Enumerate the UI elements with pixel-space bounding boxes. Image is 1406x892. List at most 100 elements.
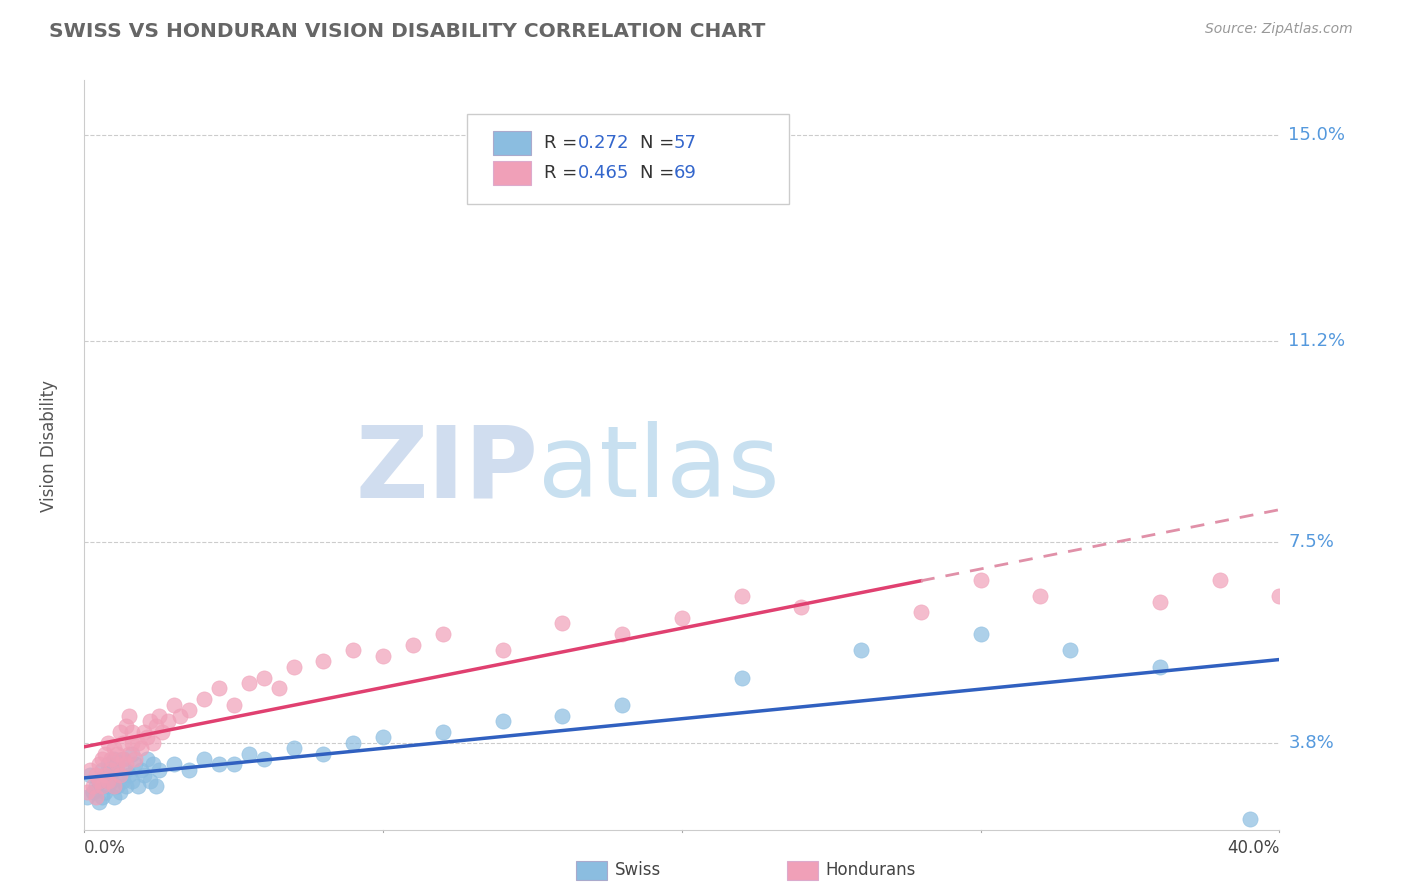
Text: 7.5%: 7.5% — [1288, 533, 1334, 550]
Point — [312, 654, 335, 668]
Point — [129, 763, 152, 777]
Point — [177, 763, 200, 777]
Point — [1239, 812, 1261, 826]
Point — [492, 714, 515, 728]
Point — [110, 724, 132, 739]
Point — [208, 681, 231, 696]
Text: ZIP: ZIP — [356, 421, 538, 518]
Point — [145, 719, 167, 733]
Point — [970, 573, 993, 587]
Text: 69: 69 — [673, 164, 696, 182]
Point — [132, 768, 156, 782]
Point — [208, 757, 231, 772]
Point — [193, 692, 215, 706]
Point — [1329, 583, 1351, 598]
Point — [121, 747, 143, 761]
Text: SWISS VS HONDURAN VISION DISABILITY CORRELATION CHART: SWISS VS HONDURAN VISION DISABILITY CORR… — [49, 22, 766, 41]
Point — [238, 676, 260, 690]
Point — [169, 708, 191, 723]
Point — [1059, 643, 1081, 657]
Point — [142, 757, 165, 772]
Point — [97, 757, 120, 772]
Point — [193, 752, 215, 766]
Text: R =: R = — [544, 134, 583, 153]
Point — [731, 138, 754, 153]
Point — [142, 736, 165, 750]
Point — [103, 789, 125, 804]
Point — [121, 773, 143, 788]
Text: 0.465: 0.465 — [578, 164, 630, 182]
Point — [132, 724, 156, 739]
Point — [283, 741, 305, 756]
Point — [127, 736, 149, 750]
Point — [253, 671, 276, 685]
Point — [110, 784, 132, 798]
Point — [432, 627, 454, 641]
Point — [731, 671, 754, 685]
Point — [118, 747, 141, 761]
Point — [82, 779, 104, 793]
Text: 0.272: 0.272 — [578, 134, 630, 153]
Point — [970, 627, 993, 641]
Point — [100, 763, 122, 777]
Point — [118, 708, 141, 723]
Text: Swiss: Swiss — [614, 861, 661, 879]
Point — [118, 768, 141, 782]
Point — [671, 611, 693, 625]
Point — [112, 773, 135, 788]
Point — [312, 747, 335, 761]
Point — [86, 779, 108, 793]
FancyBboxPatch shape — [494, 131, 531, 155]
Point — [1029, 589, 1052, 603]
Point — [402, 638, 425, 652]
FancyBboxPatch shape — [467, 114, 790, 204]
Point — [105, 757, 128, 772]
Point — [97, 779, 120, 793]
Text: 3.8%: 3.8% — [1288, 734, 1334, 752]
Point — [136, 752, 159, 766]
Point — [115, 719, 138, 733]
Text: 15.0%: 15.0% — [1288, 126, 1346, 144]
Point — [110, 768, 132, 782]
Point — [492, 643, 515, 657]
Point — [82, 784, 104, 798]
Point — [222, 698, 245, 712]
FancyBboxPatch shape — [494, 161, 531, 186]
Point — [1149, 659, 1171, 673]
Point — [89, 757, 111, 772]
Text: N =: N = — [640, 164, 681, 182]
Point — [115, 779, 138, 793]
Point — [110, 768, 132, 782]
Point — [157, 714, 180, 728]
Point — [124, 757, 146, 772]
Point — [86, 789, 108, 804]
Point — [342, 736, 364, 750]
Text: R =: R = — [544, 164, 583, 182]
Point — [94, 784, 117, 798]
Point — [86, 768, 108, 782]
FancyBboxPatch shape — [787, 861, 818, 880]
Point — [76, 784, 98, 798]
Point — [139, 773, 162, 788]
Point — [373, 648, 395, 663]
FancyBboxPatch shape — [576, 861, 607, 880]
Text: 0.0%: 0.0% — [84, 839, 127, 857]
Point — [373, 731, 395, 745]
Point — [105, 747, 128, 761]
Point — [612, 627, 634, 641]
Point — [124, 752, 146, 766]
Point — [105, 779, 128, 793]
Point — [790, 599, 813, 614]
Point — [1149, 594, 1171, 608]
Text: 57: 57 — [673, 134, 696, 153]
Point — [551, 616, 574, 631]
Text: 11.2%: 11.2% — [1288, 332, 1346, 350]
Point — [103, 741, 125, 756]
Point — [551, 708, 574, 723]
Text: N =: N = — [640, 134, 681, 153]
Point — [148, 763, 170, 777]
Point — [97, 736, 120, 750]
Point — [222, 757, 245, 772]
Point — [103, 752, 125, 766]
Point — [100, 773, 122, 788]
